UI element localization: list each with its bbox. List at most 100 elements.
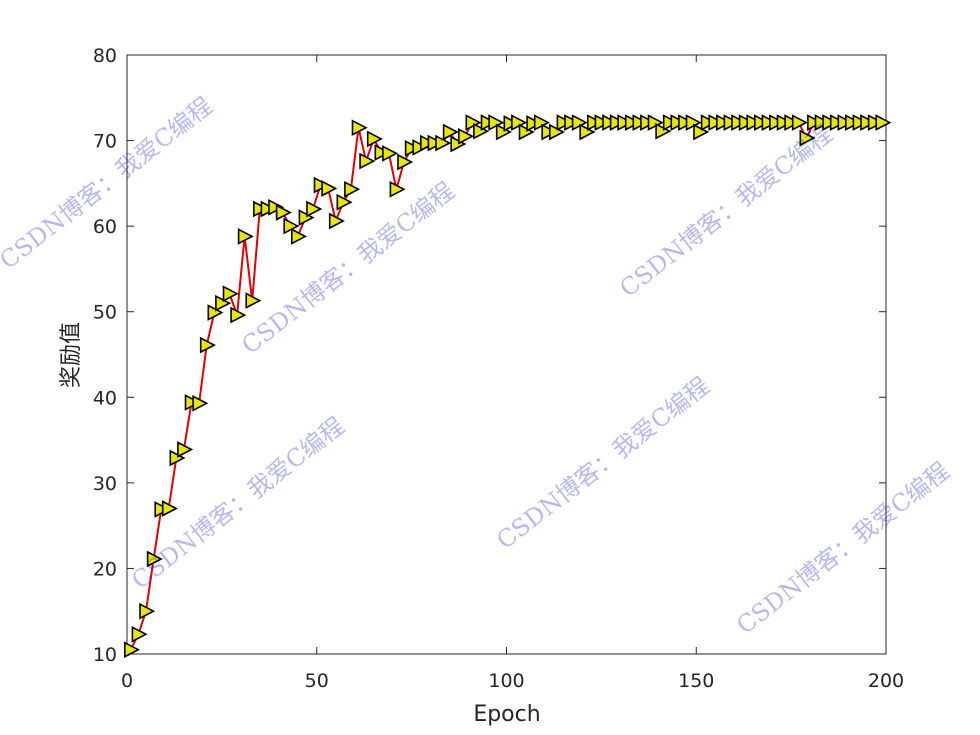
data-point-marker bbox=[465, 114, 482, 131]
series-layer bbox=[124, 114, 892, 659]
data-point-marker bbox=[306, 200, 323, 218]
data-point-marker bbox=[693, 123, 710, 141]
data-point-marker bbox=[784, 114, 801, 131]
data-point-marker bbox=[237, 228, 254, 245]
y-tick-label: 10 bbox=[93, 644, 117, 666]
data-point-marker bbox=[738, 114, 755, 131]
x-tick-label: 150 bbox=[678, 670, 714, 692]
data-point-marker bbox=[442, 123, 459, 141]
data-point-marker bbox=[366, 130, 383, 148]
data-point-marker bbox=[222, 285, 239, 303]
data-point-marker bbox=[617, 114, 634, 131]
data-point-marker bbox=[298, 209, 315, 226]
x-tick-label: 50 bbox=[305, 670, 329, 692]
data-point-marker bbox=[260, 200, 277, 218]
data-point-marker bbox=[404, 139, 421, 157]
data-point-marker bbox=[412, 139, 429, 156]
plot-area bbox=[126, 54, 887, 655]
data-point-marker bbox=[731, 114, 748, 131]
data-point-marker bbox=[723, 114, 740, 131]
data-point-marker bbox=[662, 114, 679, 131]
data-point-marker bbox=[564, 114, 581, 131]
data-point-marker bbox=[875, 114, 892, 131]
data-point-marker bbox=[351, 119, 368, 137]
data-point-marker bbox=[807, 114, 824, 131]
data-point-marker bbox=[518, 123, 535, 141]
data-point-marker bbox=[814, 114, 831, 131]
data-point-marker bbox=[290, 228, 308, 245]
y-tick-label: 80 bbox=[93, 45, 117, 67]
data-point-marker bbox=[655, 122, 672, 140]
data-point-marker bbox=[829, 114, 846, 131]
data-point-marker bbox=[450, 135, 467, 153]
data-point-marker bbox=[374, 144, 391, 161]
data-point-marker bbox=[192, 394, 209, 412]
y-tick-label: 60 bbox=[93, 216, 117, 238]
data-point-marker bbox=[867, 114, 884, 131]
y-tick-label: 50 bbox=[93, 302, 117, 324]
data-point-marker bbox=[640, 114, 657, 131]
data-point-marker bbox=[321, 180, 338, 197]
x-axis-title: Epoch bbox=[473, 702, 540, 727]
data-point-marker bbox=[700, 114, 717, 131]
data-point-marker bbox=[253, 200, 270, 218]
data-point-marker bbox=[791, 114, 808, 131]
data-point-marker bbox=[852, 114, 869, 131]
data-point-marker bbox=[131, 625, 148, 643]
y-axis-title: 奖励值 bbox=[59, 322, 84, 388]
data-point-marker bbox=[480, 114, 497, 131]
data-point-marker bbox=[230, 306, 247, 324]
data-point-marker bbox=[822, 114, 839, 131]
data-point-marker bbox=[382, 145, 399, 162]
data-point-marker bbox=[359, 152, 376, 170]
data-point-marker bbox=[275, 204, 292, 221]
data-point-marker bbox=[207, 304, 224, 321]
data-point-marker bbox=[495, 123, 512, 141]
data-point-marker bbox=[594, 114, 611, 131]
data-point-marker bbox=[708, 114, 725, 131]
data-point-marker bbox=[283, 217, 300, 235]
data-point-marker bbox=[245, 292, 262, 309]
data-point-marker bbox=[799, 129, 816, 147]
data-point-marker bbox=[571, 114, 588, 131]
data-point-marker bbox=[541, 123, 558, 141]
x-tick-label: 200 bbox=[868, 670, 904, 692]
data-point-marker bbox=[169, 449, 186, 467]
data-point-marker bbox=[548, 123, 566, 141]
data-point-marker bbox=[647, 114, 664, 131]
data-point-marker bbox=[124, 641, 141, 659]
data-point-marker bbox=[268, 198, 285, 216]
y-tick-label: 20 bbox=[93, 558, 117, 580]
data-point-marker bbox=[427, 134, 444, 152]
data-point-marker bbox=[746, 114, 763, 131]
data-point-marker bbox=[624, 114, 641, 131]
data-point-marker bbox=[397, 153, 414, 171]
data-point-marker bbox=[146, 550, 163, 568]
data-point-marker bbox=[632, 114, 649, 131]
data-point-marker bbox=[488, 114, 505, 131]
data-point-marker bbox=[769, 114, 786, 131]
axis-ticks: 0 50 100 150 200 10 20 30 40 50 60 70 80 bbox=[93, 45, 904, 692]
data-point-marker bbox=[328, 212, 345, 230]
x-tick-label: 100 bbox=[488, 670, 524, 692]
data-point-marker bbox=[419, 134, 437, 152]
data-point-marker bbox=[526, 115, 543, 132]
data-point-marker bbox=[586, 114, 604, 131]
data-point-marker bbox=[473, 122, 490, 140]
data-point-marker bbox=[670, 114, 687, 131]
data-point-marker bbox=[860, 114, 877, 131]
data-point-marker bbox=[776, 114, 793, 131]
data-point-marker bbox=[313, 176, 330, 194]
data-point-marker bbox=[844, 114, 862, 131]
data-point-marker bbox=[177, 441, 194, 458]
data-point-marker bbox=[139, 602, 156, 620]
x-tick-label: 0 bbox=[121, 670, 133, 692]
data-point-marker bbox=[511, 114, 528, 131]
data-point-marker bbox=[556, 114, 573, 131]
data-point-marker bbox=[344, 180, 361, 198]
data-point-marker bbox=[435, 134, 452, 152]
y-tick-label: 40 bbox=[93, 387, 117, 409]
data-point-marker bbox=[161, 500, 178, 517]
data-point-marker bbox=[503, 115, 520, 132]
